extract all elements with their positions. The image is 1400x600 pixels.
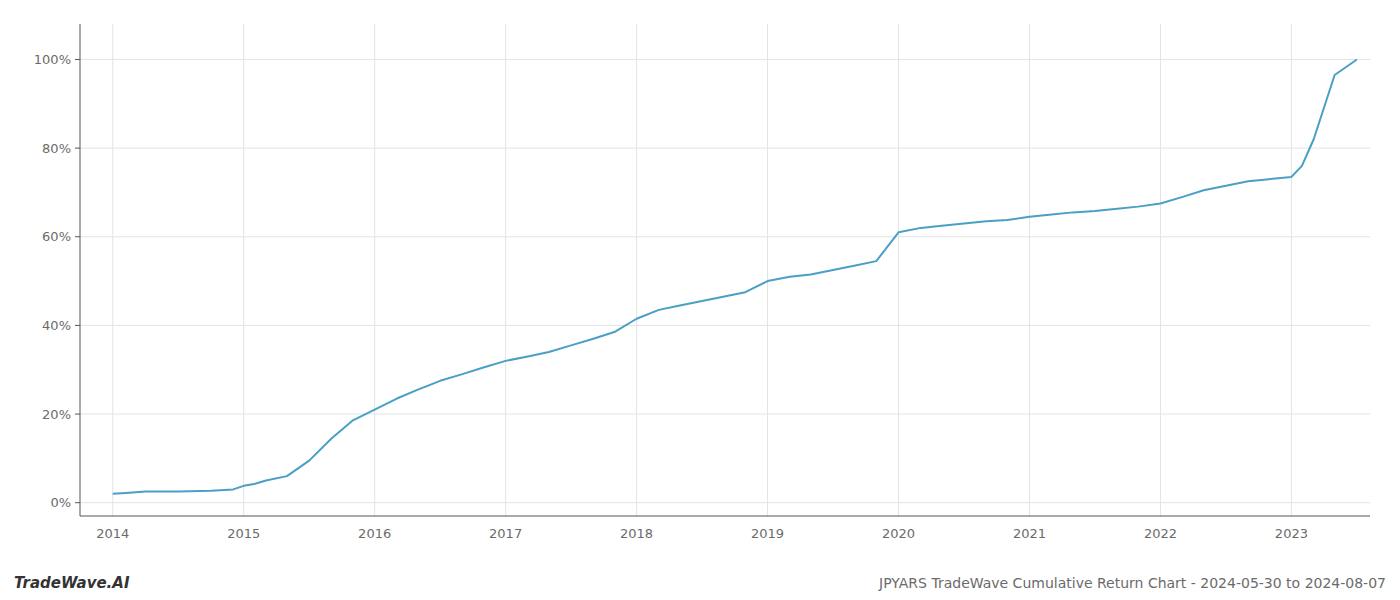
y-tick <box>75 59 80 60</box>
line <box>113 59 1357 493</box>
y-tick-label: 40% <box>42 318 71 333</box>
x-tick-label: 2016 <box>358 526 391 541</box>
title: JPYARS TradeWave Cumulative Return Chart… <box>878 575 1386 591</box>
grid <box>80 24 1370 516</box>
y-grid-line <box>80 148 1370 149</box>
y-tick <box>75 148 80 149</box>
chart-svg: 2014 2015 2016 2017 2018 2019 2020 2021 2022 2023… <box>0 0 1400 600</box>
y-tick-label: 20% <box>42 407 71 422</box>
x-tick-label: 2018 <box>620 526 653 541</box>
x-grid-line <box>636 24 637 516</box>
y-tick-label: 60% <box>42 229 71 244</box>
y-tick <box>75 236 80 237</box>
x-tick-label: 2014 <box>96 526 129 541</box>
x-grid-line <box>767 24 768 516</box>
y-grid-line <box>80 236 1370 237</box>
y-tick <box>75 502 80 503</box>
y-tick <box>75 325 80 326</box>
x-grid-line <box>112 24 113 516</box>
x-grid-line <box>505 24 506 516</box>
x-grid-line <box>243 24 244 516</box>
y-tick-label: 100% <box>34 52 71 67</box>
x-grid-line <box>1291 24 1292 516</box>
x-grid-line <box>1029 24 1030 516</box>
y-tick-label: 80% <box>42 141 71 156</box>
y-grid-line <box>80 59 1370 60</box>
x-tick-label: 2020 <box>882 526 915 541</box>
x-axis-line <box>80 516 1370 517</box>
x-tick-label: 2022 <box>1144 526 1177 541</box>
y-tick-label: 0% <box>50 495 71 510</box>
x-grid-line <box>1160 24 1161 516</box>
x-tick-label: 2017 <box>489 526 522 541</box>
x-tick-label: 2019 <box>751 526 784 541</box>
x-tick-label: 2023 <box>1275 526 1308 541</box>
x-tick-label: 2015 <box>227 526 260 541</box>
y-grid-line <box>80 502 1370 503</box>
x-grid-line <box>898 24 899 516</box>
plot-area <box>113 59 1357 493</box>
x-tick-label: 2021 <box>1013 526 1046 541</box>
watermark: TradeWave.AI <box>14 574 130 592</box>
chart-container: 2014 2015 2016 2017 2018 2019 2020 2021 2022 2023… <box>0 0 1400 600</box>
y-tick <box>75 414 80 415</box>
axes: 2014 2015 2016 2017 2018 2019 2020 2021 2022 2023… <box>34 24 1370 541</box>
y-axis-line <box>80 24 81 516</box>
footer: TradeWave.AI JPYARS TradeWave Cumulative … <box>14 574 1386 592</box>
y-grid-line <box>80 414 1370 415</box>
x-grid-line <box>374 24 375 516</box>
y-grid-line <box>80 325 1370 326</box>
